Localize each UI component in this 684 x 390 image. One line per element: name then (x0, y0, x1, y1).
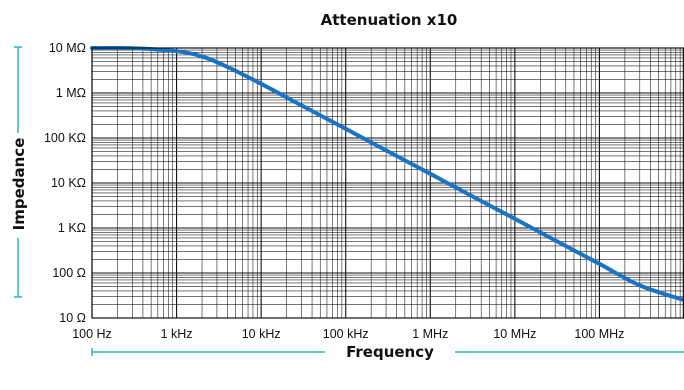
x-tick-label: 100 Hz (72, 327, 112, 341)
x-tick-label: 1 kHz (161, 327, 193, 341)
x-tick-label: 1 MHz (412, 327, 448, 341)
plot-grid (91, 48, 684, 319)
y-tick-label: 100 KΩ (44, 131, 86, 145)
impedance-curve (90, 45, 684, 303)
y-axis-title: Impedance (10, 138, 28, 231)
y-tick-label: 10 MΩ (49, 41, 86, 55)
x-tick-label: 10 kHz (242, 327, 281, 341)
y-tick-labels: 10 MΩ 1 MΩ 100 KΩ 10 KΩ 1 KΩ 100 Ω 10 Ω (44, 41, 86, 325)
x-tick-label: 100 kHz (323, 327, 369, 341)
plot-frame (91, 47, 684, 319)
x-tick-labels: 100 Hz 1 kHz 10 kHz 100 kHz 1 MHz 10 MHz 100 M… (72, 327, 624, 341)
y-tick-label: 100 Ω (52, 266, 86, 280)
x-tick-label: 100 MHz (574, 327, 624, 341)
x-tick-label: 10 MHz (493, 327, 536, 341)
x-axis-title: Frequency (346, 343, 434, 361)
y-tick-label: 1 MΩ (56, 86, 86, 100)
y-tick-label: 10 KΩ (51, 176, 86, 190)
y-tick-label: 1 KΩ (58, 221, 86, 235)
y-tick-label: 10 Ω (59, 311, 86, 325)
chart-title: Attenuation x10 (321, 11, 458, 29)
series-layer (90, 45, 684, 303)
